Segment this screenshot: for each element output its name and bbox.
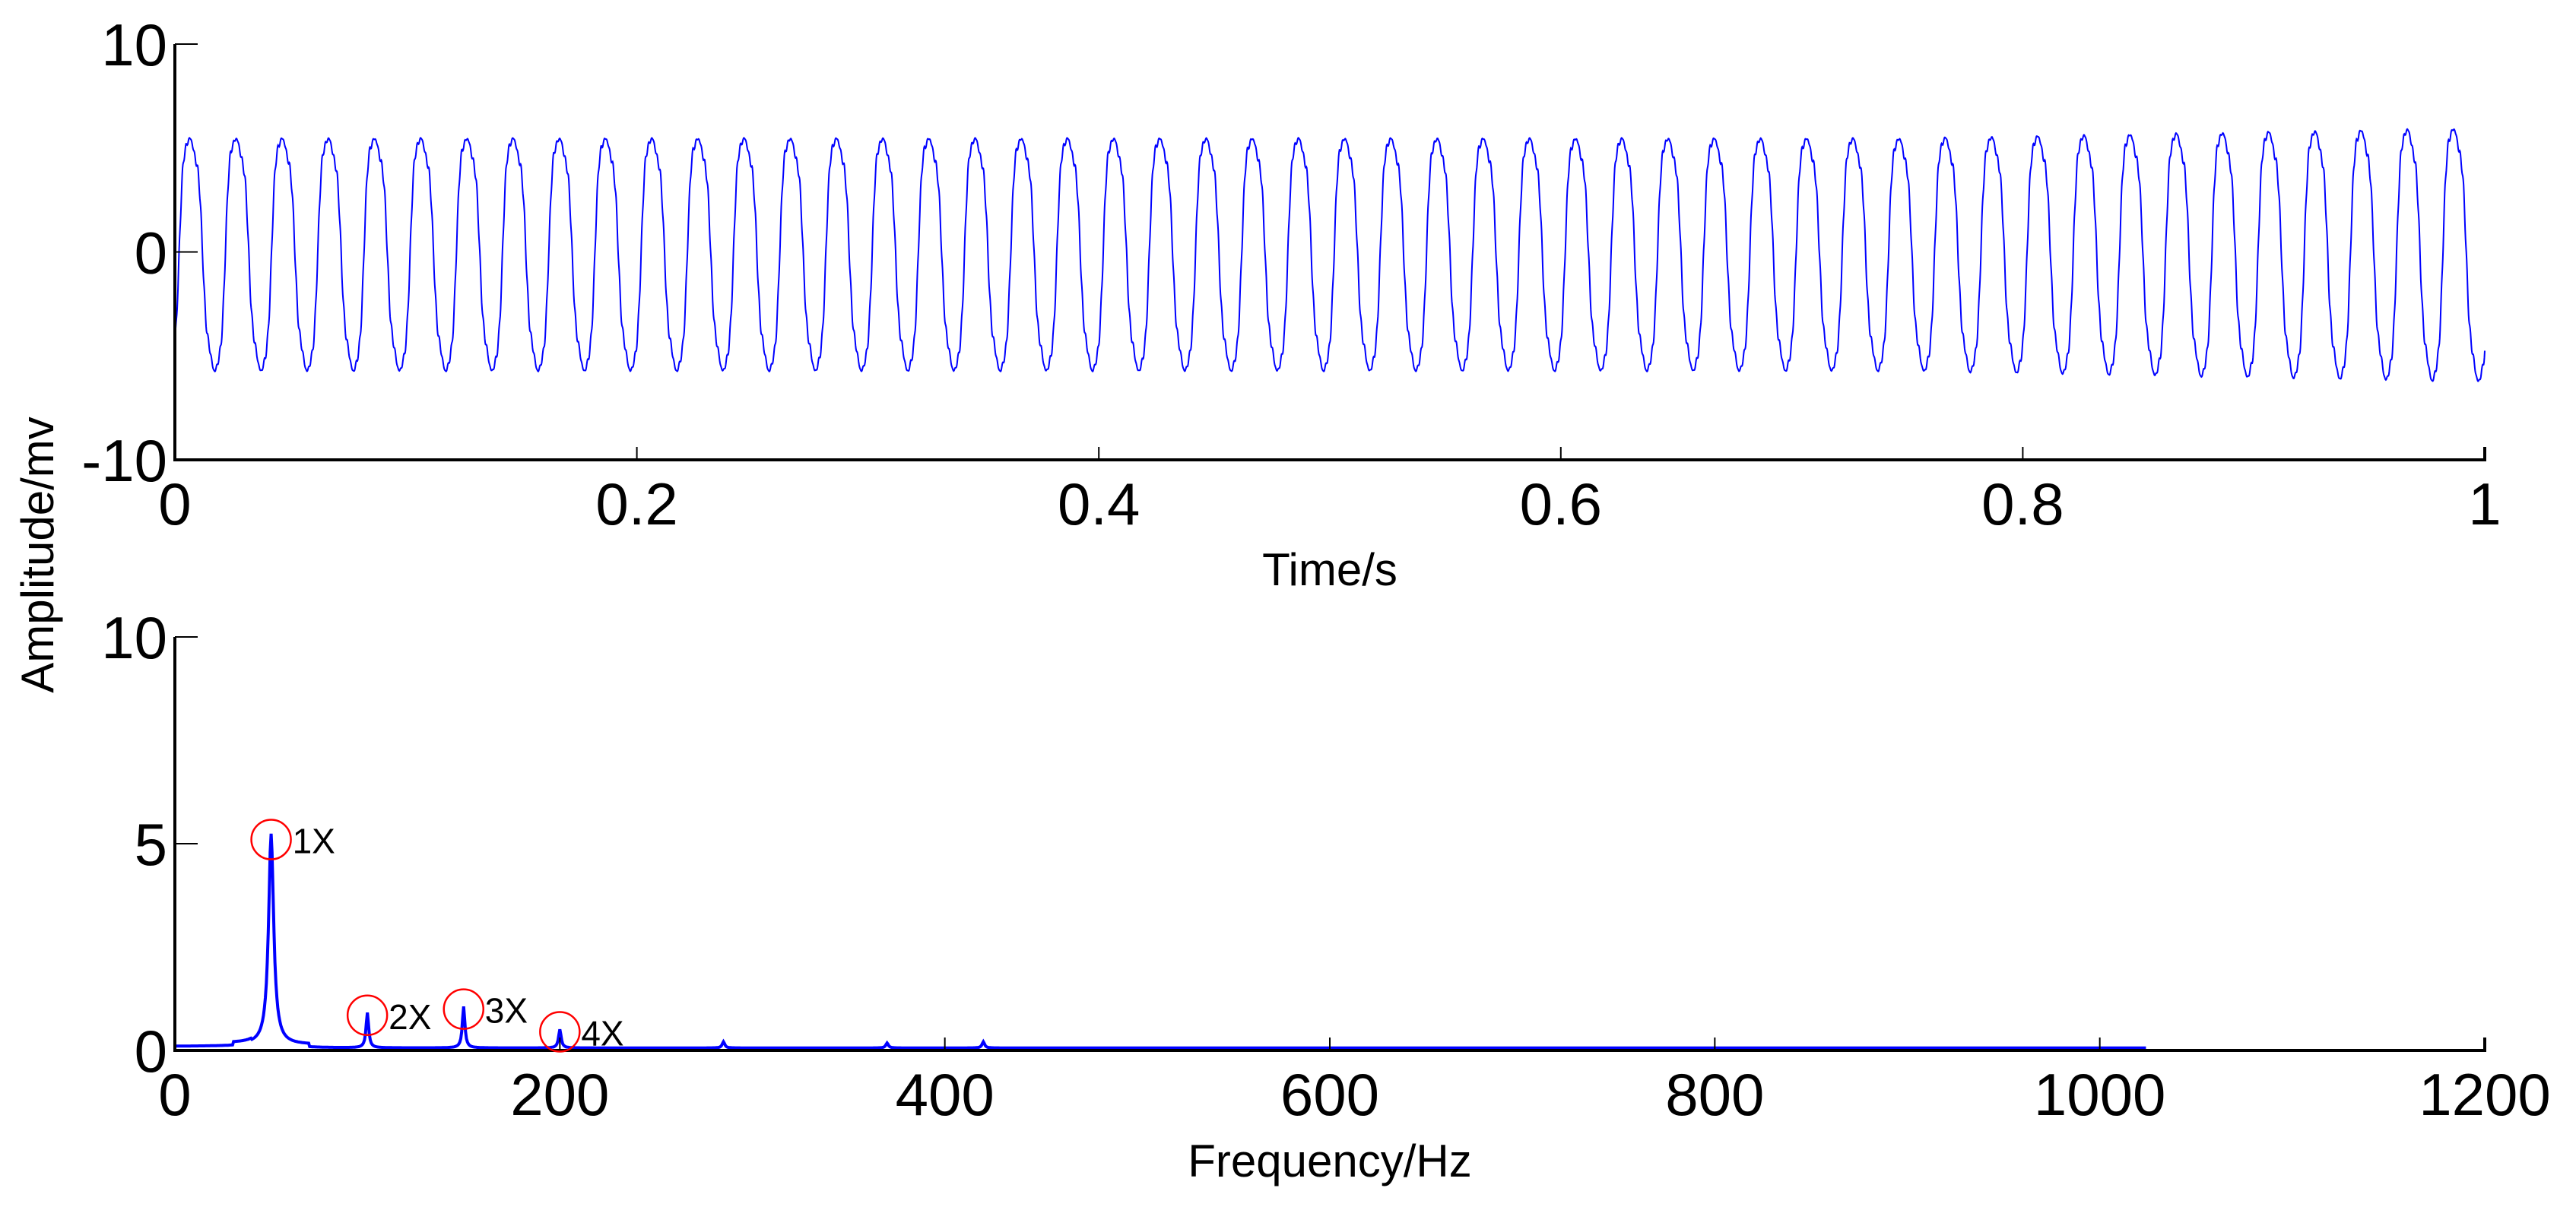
x-tick-label: 0.6 <box>1520 470 1602 537</box>
harmonic-marker-3x: 3X <box>443 988 528 1031</box>
x-tick-label: 1200 <box>2419 1061 2551 1128</box>
frequency-x-ticks: 0 200 400 600 800 1000 1200 <box>158 1038 2551 1128</box>
y-tick-label: 5 <box>135 811 167 878</box>
x-tick-label: 200 <box>510 1061 609 1128</box>
frequency-y-ticks: 0 5 10 <box>101 604 198 1085</box>
x-tick-label: 1000 <box>2034 1061 2166 1128</box>
x-tick-label: 0.4 <box>1058 470 1140 537</box>
x-tick-label: 0.8 <box>1981 470 2064 537</box>
time-axes-frame <box>173 44 2486 461</box>
circle-marker-icon <box>539 1011 581 1053</box>
x-tick-label: 0 <box>158 470 191 537</box>
circle-marker-icon <box>443 988 484 1030</box>
harmonic-label: 4X <box>581 1014 623 1053</box>
spectrum-line <box>175 833 2146 1050</box>
frequency-domain-plot: 0 200 400 600 800 1000 1200 0 5 10 1X 2X 3X 4X Freq… <box>101 604 2551 1186</box>
x-tick-label: 0 <box>158 1061 191 1128</box>
circle-marker-icon <box>250 819 292 860</box>
harmonic-marker-2x: 2X <box>346 994 431 1037</box>
x-tick-label: 800 <box>1665 1061 1764 1128</box>
y-tick-label: -10 <box>81 427 167 494</box>
time-x-axis-label: Time/s <box>1262 544 1397 595</box>
x-tick-label: 600 <box>1280 1061 1379 1128</box>
x-tick-label: 400 <box>896 1061 995 1128</box>
harmonic-label: 3X <box>485 991 528 1031</box>
x-tick-label: 1 <box>2468 470 2501 537</box>
harmonic-label: 1X <box>293 822 335 861</box>
waveform-line <box>174 128 2486 382</box>
y-tick-label: 10 <box>101 11 167 78</box>
y-axis-label: Amplitude/mv <box>12 417 63 692</box>
circle-marker-icon <box>346 994 389 1037</box>
harmonic-marker-4x: 4X <box>539 1011 624 1053</box>
y-tick-label: 0 <box>135 220 167 287</box>
harmonic-marker-1x: 1X <box>250 819 335 861</box>
harmonic-markers: 1X 2X 3X 4X <box>250 819 624 1053</box>
y-tick-label: 10 <box>101 604 167 671</box>
time-x-ticks: 0 0.2 0.4 0.6 0.8 1 <box>158 447 2501 537</box>
time-y-ticks: -10 0 10 <box>81 11 198 494</box>
frequency-x-axis-label: Frequency/Hz <box>1188 1136 1471 1186</box>
frequency-axes-frame <box>173 637 2486 1052</box>
harmonic-label: 2X <box>389 997 431 1037</box>
y-tick-label: 0 <box>135 1018 167 1085</box>
x-tick-label: 0.2 <box>595 470 677 537</box>
